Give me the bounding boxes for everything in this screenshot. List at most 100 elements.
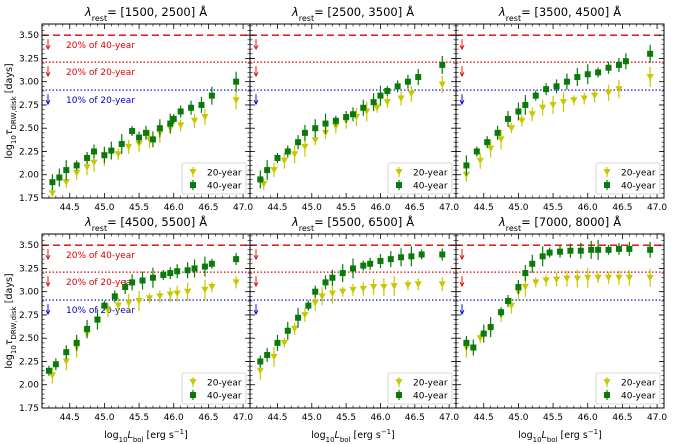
- square-marker: [439, 61, 446, 68]
- square-marker: [463, 339, 470, 346]
- x-axis-label-left: log10Lbol [erg s−1]: [104, 428, 188, 444]
- data-point-40yr: [167, 113, 174, 134]
- data-point-20yr: [594, 272, 602, 283]
- square-marker: [63, 167, 70, 174]
- triangle-marker: [135, 141, 143, 148]
- data-point-40yr: [647, 44, 654, 63]
- data-point-20yr: [201, 279, 209, 300]
- upper-limit-arrowhead-0: [45, 44, 51, 51]
- data-point-20yr: [438, 277, 446, 292]
- legend-square-marker: [604, 182, 610, 188]
- upper-limit-arrowhead-2: [45, 309, 51, 316]
- square-marker: [494, 129, 501, 136]
- square-marker: [129, 128, 136, 135]
- data-point-20yr: [507, 123, 516, 134]
- square-marker: [264, 167, 271, 174]
- data-point-20yr: [646, 67, 654, 88]
- data-point-20yr: [407, 85, 415, 102]
- data-point-40yr: [605, 61, 612, 74]
- square-marker: [567, 247, 574, 254]
- data-point-40yr: [532, 90, 539, 101]
- title-sub: rest: [299, 224, 314, 233]
- data-point-40yr: [377, 85, 384, 106]
- data-point-40yr: [233, 71, 240, 92]
- panel-7000-8000: 44.5 45.0 45.5 46.0 46.5 47.0 λrest= [7000, 80…: [455, 214, 667, 423]
- triangle-marker: [328, 290, 336, 298]
- data-point-40yr: [339, 264, 346, 283]
- data-point-20yr: [114, 148, 122, 161]
- panel-title: λrest= [7000, 8000] Å: [498, 214, 621, 233]
- square-marker: [295, 139, 302, 146]
- triangle-marker: [521, 284, 529, 291]
- data-point-40yr: [647, 241, 654, 258]
- data-point-40yr: [160, 269, 167, 280]
- data-point-20yr: [318, 287, 326, 306]
- triangle-marker: [507, 302, 516, 310]
- square-marker: [52, 361, 59, 368]
- legend-box: [595, 372, 661, 405]
- square-marker: [284, 327, 291, 334]
- square-marker: [284, 148, 291, 155]
- x-tick-label: 46.0: [578, 203, 598, 213]
- triangle-marker: [397, 95, 405, 102]
- data-point-40yr: [615, 242, 622, 255]
- triangle-marker: [280, 339, 288, 347]
- data-point-20yr: [173, 285, 181, 302]
- triangle-marker: [476, 335, 484, 342]
- title-sub: rest: [506, 14, 521, 23]
- data-point-20yr: [552, 272, 561, 287]
- data-point-40yr: [177, 105, 184, 118]
- data-point-20yr: [125, 293, 133, 312]
- reference-line-label: 20% of 20-year: [66, 68, 135, 78]
- y-tick-label: 3.25: [19, 54, 39, 64]
- panel-5500-6500: 44.5 45.0 45.5 46.0 46.5 47.0 λrest= [5500, 65…: [249, 214, 459, 423]
- legend-label: 40-year: [621, 392, 656, 402]
- data-point-40yr: [201, 256, 208, 277]
- triangle-marker: [359, 285, 367, 293]
- triangle-marker: [573, 275, 581, 283]
- data-point-20yr: [404, 280, 412, 291]
- triangle-marker: [404, 282, 412, 289]
- data-point-40yr: [149, 131, 156, 148]
- title-range: = [4500, 5500]: [107, 215, 195, 229]
- data-point-20yr: [156, 290, 164, 303]
- square-marker: [546, 249, 553, 256]
- triangle-marker: [332, 123, 340, 130]
- square-marker: [160, 271, 167, 278]
- data-point-20yr: [383, 96, 391, 109]
- square-marker: [201, 263, 208, 270]
- data-point-20yr: [532, 277, 540, 288]
- reference-line-label: 10% of 20-year: [66, 96, 135, 106]
- square-marker: [470, 344, 477, 351]
- panel-3500-4500: 44.5 45.0 45.5 46.0 46.5 47.0 λrest= [3500, 45…: [455, 4, 667, 213]
- data-point-40yr: [312, 285, 319, 298]
- triangle-marker: [476, 157, 484, 165]
- x-tick-label: 46.0: [370, 413, 390, 423]
- square-marker: [49, 179, 56, 186]
- data-point-40yr: [557, 245, 563, 258]
- triangle-marker: [125, 143, 133, 151]
- upper-limit-arrowhead-1: [459, 281, 465, 288]
- data-point-40yr: [257, 170, 264, 189]
- triangle-marker: [125, 299, 133, 307]
- reference-lines: [42, 244, 250, 316]
- data-points: [45, 253, 240, 384]
- data-point-40yr: [480, 324, 487, 343]
- data-point-40yr: [284, 321, 291, 340]
- square-marker: [129, 279, 136, 286]
- y-axis-label-top: log10τDRW,disk [days]: [4, 63, 18, 158]
- square-marker: [522, 270, 529, 277]
- triangle-marker: [552, 276, 561, 284]
- x-tick-label: 47.0: [233, 203, 253, 213]
- triangle-marker: [256, 367, 264, 375]
- title-range: = [5500, 6500]: [314, 215, 402, 229]
- data-point-40yr: [505, 110, 511, 127]
- square-marker: [295, 314, 302, 321]
- square-marker: [56, 174, 63, 181]
- data-point-20yr: [615, 80, 623, 99]
- data-point-20yr: [184, 282, 192, 301]
- legend-box: [181, 372, 247, 405]
- data-point-20yr: [507, 297, 516, 314]
- legend-triangle-marker: [603, 169, 611, 176]
- x-tick-label: 44.5: [267, 413, 287, 423]
